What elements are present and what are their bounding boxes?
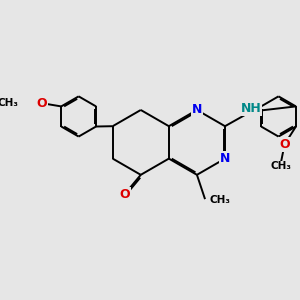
Text: O: O xyxy=(119,188,130,201)
Text: O: O xyxy=(37,97,47,110)
Text: CH₃: CH₃ xyxy=(210,195,231,206)
Text: CH₃: CH₃ xyxy=(0,98,19,108)
Text: NH: NH xyxy=(241,102,261,115)
Text: N: N xyxy=(192,103,202,116)
Text: CH₃: CH₃ xyxy=(270,161,291,171)
Text: O: O xyxy=(279,138,290,151)
Text: N: N xyxy=(220,152,230,165)
